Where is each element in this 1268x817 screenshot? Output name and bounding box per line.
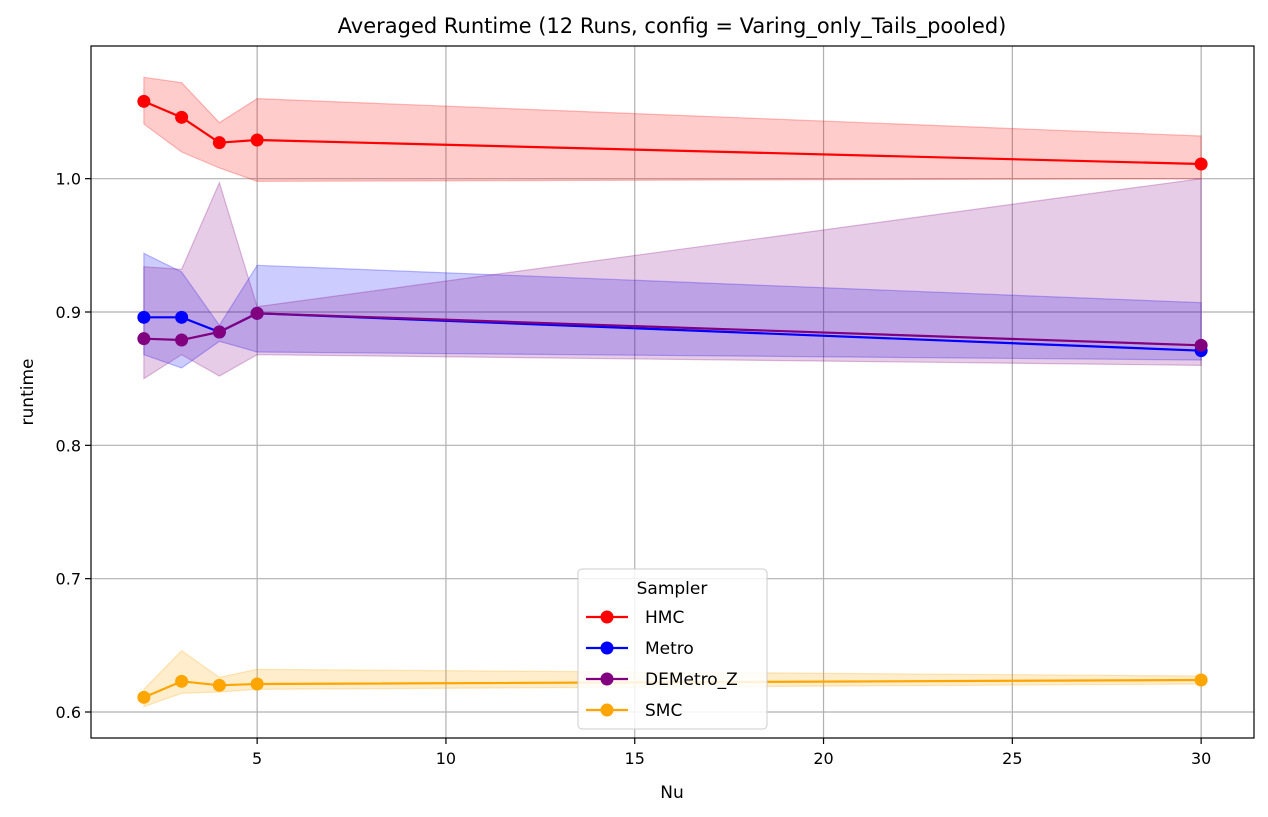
legend-box (577, 568, 768, 730)
point-demetro-z (175, 333, 189, 347)
point-smc (137, 690, 151, 704)
y-tick-label: 1.0 (56, 170, 81, 189)
x-axis-ticks: 5 10 15 20 25 30 (252, 738, 1211, 768)
plot-frame (90, 45, 1255, 739)
x-tick-label: 10 (436, 749, 456, 768)
confidence-bands (143, 76, 1202, 708)
point-hmc (250, 133, 264, 147)
legend-label-demetro-z: DEMetro_Z (645, 670, 738, 690)
x-tick-label: 5 (252, 749, 262, 768)
legend: Sampler HMC Metro DEMetro_Z SMC (577, 568, 768, 730)
y-axis-ticks: 0.6 0.7 0.8 0.9 1.0 (56, 170, 91, 722)
band-demetro-z (143, 177, 1202, 380)
x-tick-label: 30 (1191, 749, 1211, 768)
point-hmc (137, 94, 151, 108)
y-tick-label: 0.8 (56, 436, 81, 455)
x-tick-label: 15 (625, 749, 645, 768)
legend-title: Sampler (637, 579, 708, 599)
point-smc (250, 677, 264, 691)
x-tick-label: 25 (1002, 749, 1022, 768)
y-tick-label: 0.7 (56, 570, 81, 589)
point-metro (175, 310, 189, 324)
point-smc (212, 678, 226, 692)
band-hmc (143, 76, 1202, 182)
point-demetro-z (250, 306, 264, 320)
legend-label-hmc: HMC (645, 608, 684, 628)
point-smc (1194, 673, 1208, 687)
legend-marker-metro (600, 641, 614, 655)
point-demetro-z (137, 332, 151, 346)
x-axis-label: Nu (660, 783, 684, 803)
point-demetro-z (1194, 338, 1208, 352)
point-hmc (1194, 157, 1208, 171)
chart-title: Averaged Runtime (12 Runs, config = Vari… (338, 14, 1007, 39)
legend-marker-demetro-z (600, 672, 614, 686)
series-points (137, 94, 1208, 704)
legend-label-smc: SMC (645, 701, 682, 721)
point-demetro-z (212, 325, 226, 339)
x-tick-label: 20 (813, 749, 833, 768)
point-smc (175, 674, 189, 688)
y-axis-label: runtime (18, 359, 38, 426)
y-tick-label: 0.9 (56, 303, 81, 322)
legend-items: HMC Metro DEMetro_Z SMC (586, 608, 738, 721)
legend-label-metro: Metro (645, 639, 694, 659)
point-hmc (175, 110, 189, 124)
legend-marker-hmc (600, 610, 614, 624)
point-metro (137, 310, 151, 324)
y-tick-label: 0.6 (56, 703, 81, 722)
point-hmc (212, 136, 226, 150)
legend-marker-smc (600, 703, 614, 717)
